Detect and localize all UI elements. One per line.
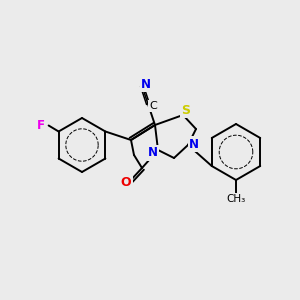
Text: O: O [121, 176, 131, 190]
Text: N: N [141, 77, 151, 91]
Text: F: F [37, 119, 45, 132]
Text: N: N [148, 146, 158, 160]
Text: C: C [149, 101, 157, 111]
Text: N: N [189, 137, 199, 151]
Text: S: S [182, 103, 190, 116]
Text: CH₃: CH₃ [226, 194, 246, 204]
